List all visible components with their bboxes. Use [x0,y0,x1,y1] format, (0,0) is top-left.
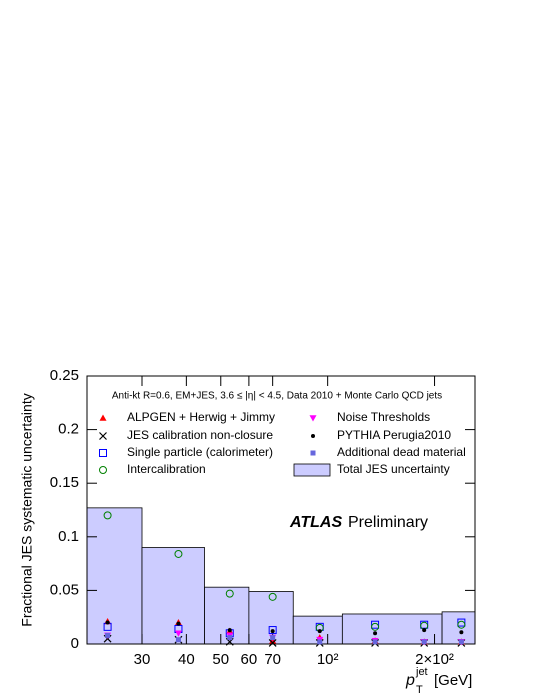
x-label-sub: T [416,684,423,696]
marker [317,629,322,634]
legend-label: Noise Thresholds [337,410,430,424]
y-tick-label: 0.25 [50,367,79,384]
marker [458,639,464,645]
y-tick-label: 0.2 [58,421,79,438]
marker [371,620,380,629]
brand-note: Preliminary [348,514,428,531]
marker [270,635,276,641]
x-tick-label: 50 [212,651,229,668]
plot-frame [86,375,476,645]
x-label-sup: jet [415,666,428,678]
legend-label: JES calibration non-closure [127,428,273,442]
x-tick-label: 2×10² [415,651,454,668]
legend-label: PYTHIA Perugia2010 [337,428,451,442]
marker [99,432,107,440]
marker [227,635,233,641]
y-tick-label: 0.15 [50,474,79,491]
annotation: Anti-kt R=0.6, EM+JES, 3.6 ≤ |η| < 4.5, … [112,391,442,402]
marker [225,589,234,598]
marker [99,449,107,457]
marker [457,620,466,629]
marker [174,549,183,558]
y-tick-label: 0 [71,635,79,652]
marker [372,639,378,645]
marker [227,628,232,633]
marker [99,414,107,421]
legend-label: Additional dead material [337,445,466,459]
marker [103,511,112,520]
marker [457,618,466,627]
marker [268,626,277,635]
marker [105,620,110,625]
y-tick-label: 0.05 [50,581,79,598]
x-tick-label: 40 [178,651,195,668]
legend-swatch [293,463,331,477]
marker [311,434,315,438]
marker [270,629,275,634]
x-label-symbol: p [405,672,415,689]
y-tick-label: 0.1 [58,528,79,545]
y-axis-label: Fractional JES systematic uncertainty [19,393,35,626]
x-tick-label: 30 [134,651,151,668]
x-tick-label: 60 [241,651,258,668]
marker [422,628,427,633]
histogram-bar [141,547,205,645]
marker [421,639,427,645]
legend-label: Single particle (calorimeter) [127,445,273,459]
marker [174,630,182,637]
marker [268,639,277,647]
marker [371,622,380,631]
marker [373,631,378,636]
marker [99,466,107,474]
marker [175,637,181,643]
legend-label: ALPGEN + Herwig + Jimmy [127,410,275,424]
marker [268,592,277,601]
brand: ATLAS [289,514,342,531]
marker [176,621,181,626]
legend-label: Total JES uncertainty [337,462,450,476]
marker [309,415,317,422]
x-tick-label: 70 [264,651,281,668]
marker [317,639,323,645]
x-tick-label: 10² [317,651,339,668]
legend-label: Intercalibration [127,462,206,476]
marker [310,450,316,456]
x-label-unit: [GeV] [434,672,472,689]
marker [459,630,464,635]
histogram-bar [86,507,143,645]
marker [105,632,111,638]
